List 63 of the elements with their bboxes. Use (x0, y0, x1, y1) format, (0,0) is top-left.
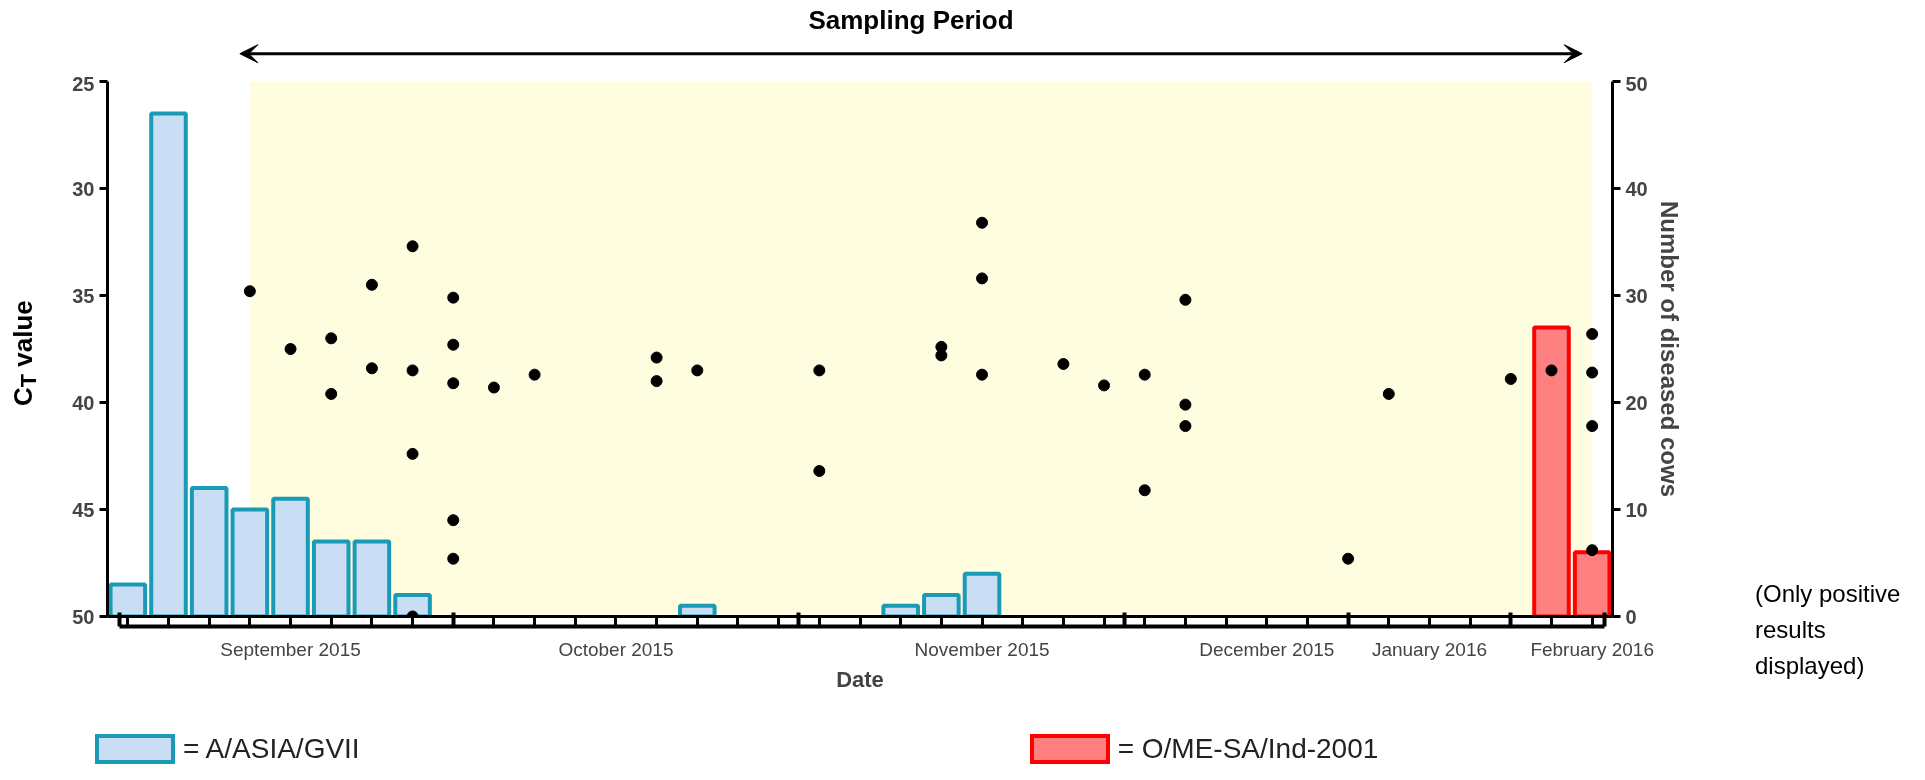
x-tick-label: February 2016 (1530, 638, 1654, 660)
point (447, 514, 460, 527)
point (406, 240, 419, 253)
point (813, 464, 826, 477)
x-tick-label: September 2015 (220, 638, 361, 660)
point (1586, 366, 1599, 379)
y2-axis-title: Number of diseased cows (1655, 200, 1683, 498)
point (447, 377, 460, 390)
y-tick-label: 40 (72, 391, 95, 414)
x-axis-title: Date (836, 666, 884, 692)
y-tick-label: 25 (72, 72, 95, 95)
point (691, 364, 704, 377)
point (284, 343, 297, 355)
point (447, 338, 460, 351)
x-tick-label: November 2015 (914, 638, 1050, 660)
point (813, 364, 826, 377)
point (447, 552, 460, 565)
point (325, 332, 338, 345)
point (365, 278, 378, 291)
point (976, 368, 989, 381)
x-tick-label: December 2015 (1199, 638, 1335, 660)
point (325, 387, 338, 400)
legend-label: = A/ASIA/GVII (183, 732, 360, 766)
point (365, 362, 378, 375)
point (1138, 368, 1151, 381)
y2-tick-label: 30 (1625, 284, 1648, 307)
y-tick-label: 50 (72, 605, 95, 628)
point (243, 285, 256, 298)
chart-title: Sampling Period (808, 4, 1014, 35)
point (1138, 484, 1151, 497)
y-tick-label: 35 (72, 284, 95, 307)
point (1382, 387, 1395, 400)
point (650, 351, 663, 364)
y2-tick-label: 20 (1625, 391, 1648, 414)
point (1504, 372, 1517, 385)
legend-label: = O/ME-SA/Ind-2001 (1117, 732, 1379, 766)
point (1179, 398, 1192, 411)
text: (Only positive results displayed) (1755, 579, 1902, 681)
point (976, 272, 989, 285)
point (1057, 357, 1070, 370)
point (1342, 552, 1355, 565)
point (406, 447, 419, 460)
point (1586, 420, 1599, 433)
point (976, 216, 989, 229)
y-tick-label: 45 (72, 498, 95, 521)
y2-tick-label: 50 (1625, 72, 1648, 95)
point (1179, 293, 1192, 306)
point (447, 291, 460, 304)
y-tick-label: 30 (72, 177, 95, 200)
point (1586, 544, 1599, 557)
point (487, 381, 500, 394)
x-tick-label: October 2015 (558, 638, 674, 660)
point (1586, 328, 1599, 341)
point (1545, 364, 1558, 377)
y2-tick-label: 10 (1625, 498, 1648, 521)
point (650, 375, 663, 388)
point (406, 364, 419, 377)
y2-tick-label: 0 (1625, 605, 1637, 628)
y2-tick-label: 40 (1625, 177, 1648, 200)
point (1098, 379, 1111, 392)
x-tick-label: January 2016 (1371, 638, 1488, 660)
point (1179, 420, 1192, 433)
point (528, 368, 541, 381)
